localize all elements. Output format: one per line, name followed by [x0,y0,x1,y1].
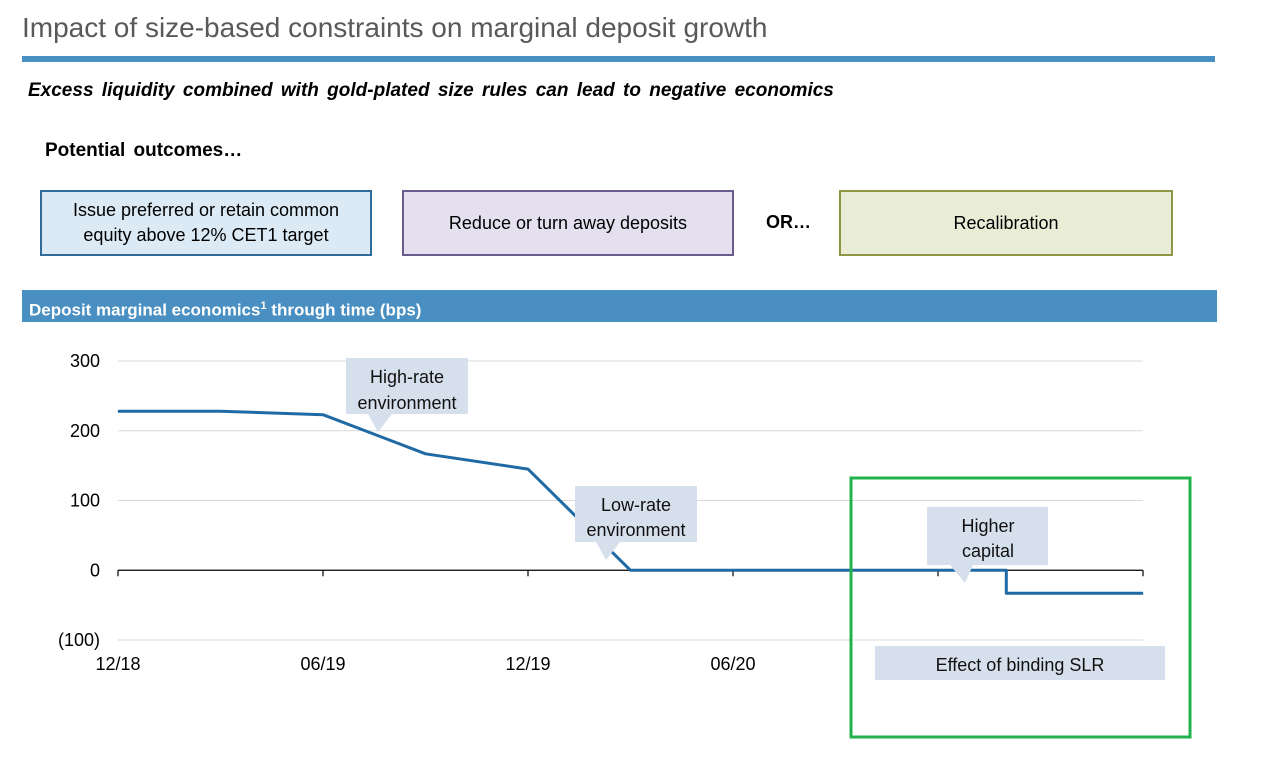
data-point [1142,592,1144,594]
data-point [220,410,221,412]
callout-low-rate-text: Low-rate [601,495,671,515]
outcome-box-reduce-deposits: Reduce or turn away deposits [402,190,734,256]
callout-higher-capital-pointer [950,565,973,583]
page-title: Impact of size-based constraints on marg… [22,12,768,43]
callout-binding-slr-box [875,646,1165,680]
outcome-label-issue-equity: Issue preferred or retain common equity … [72,200,340,245]
x-tick-label: 06/20 [710,654,755,674]
y-tick-label: 100 [70,491,100,511]
callout-binding-slr-text: Effect of binding SLR [936,655,1105,675]
callout-high-rate-text: High-rate [370,367,444,387]
callout-high-rate-text: environment [357,393,456,413]
callout-high-rate-pointer [368,414,392,432]
callout-low-rate-text: environment [586,520,685,540]
outcome-box-recalibration: Recalibration [839,190,1173,256]
x-tick-label: 12/18 [95,654,140,674]
y-tick-label: (100) [58,630,100,650]
data-point [425,453,426,455]
outcome-box-issue-equity: Issue preferred or retain common equity … [40,190,372,256]
callout-higher-capital-text: capital [962,541,1014,561]
outcomes-label: Potential outcomes… [45,140,243,161]
data-point [630,569,631,571]
x-tick-label: 06/19 [300,654,345,674]
chart-header-text: Deposit marginal economics [29,300,261,320]
y-tick-label: 300 [70,351,100,371]
callout-higher-capital-box [927,507,1048,565]
y-tick-label: 200 [70,421,100,441]
data-point [1005,592,1007,594]
callout-low-rate-box [575,486,697,542]
chart-header-footnote-mark: 1 [260,300,267,312]
data-point [322,414,324,416]
outcome-label-recalibration: Recalibration [953,212,1059,233]
or-connector: OR… [766,212,811,232]
x-tick-label: 12/19 [505,654,550,674]
outcome-label-reduce-deposits: Reduce or turn away deposits [448,212,688,233]
callout-high-rate-box [346,358,468,414]
chart-header-bar: Deposit marginal economics1 through time… [22,290,1217,322]
page-subtitle: Excess liquidity combined with gold-plat… [28,80,834,101]
slr-highlight-box [849,476,1192,739]
data-point [1005,569,1007,571]
title-divider [22,56,1215,62]
callout-low-rate-pointer [596,542,620,560]
chart-header-text-units: through time (bps) [266,300,422,320]
y-tick-label: 0 [90,560,100,580]
data-point [117,410,119,412]
callout-higher-capital-text: Higher [961,516,1014,536]
data-point [527,468,529,470]
